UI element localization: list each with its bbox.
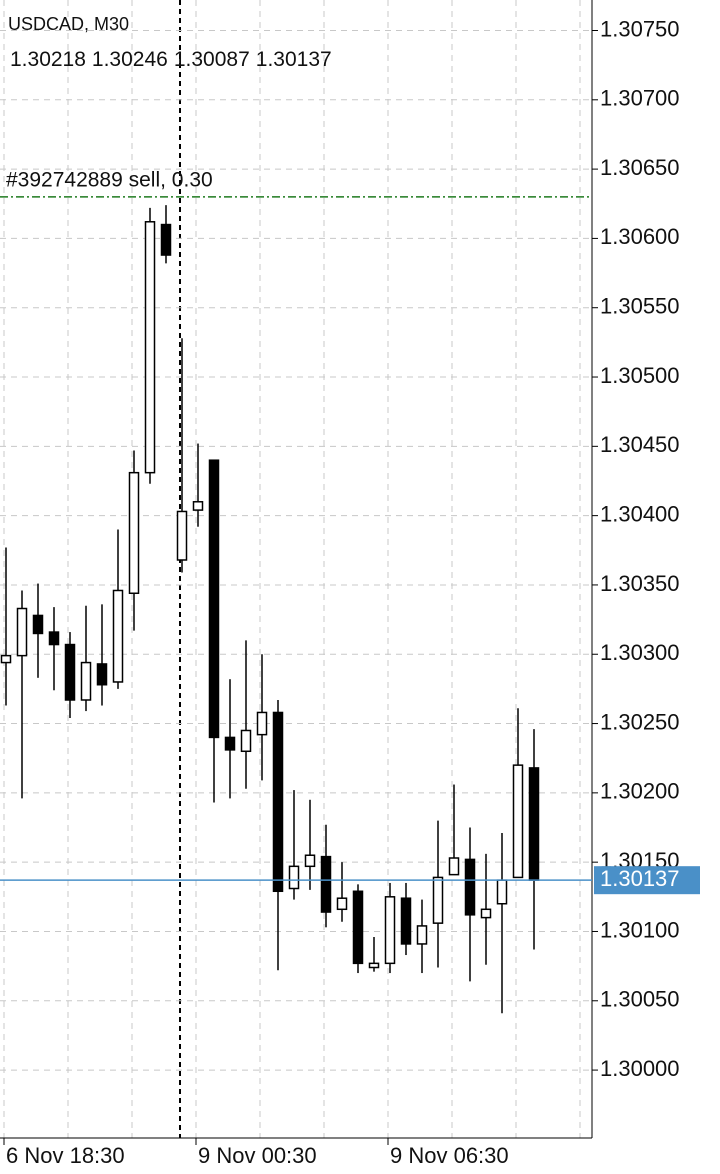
candle-body xyxy=(416,925,428,945)
price-label: 1.30137 xyxy=(600,866,680,891)
ohlc-readout: 1.30218 1.30246 1.30087 1.30137 xyxy=(10,48,332,71)
candle-body xyxy=(304,854,316,868)
candle-body xyxy=(448,857,460,876)
chart-title: USDCAD, M30 xyxy=(8,14,129,34)
x-tick-label: 9 Nov 00:30 xyxy=(198,1143,317,1168)
candle-body xyxy=(528,767,540,881)
y-tick-label: 1.30250 xyxy=(600,709,680,734)
candle-body xyxy=(96,663,108,686)
candle-body xyxy=(0,654,12,664)
y-tick-label: 1.30550 xyxy=(600,294,680,319)
y-tick-label: 1.30650 xyxy=(600,155,680,180)
y-tick-label: 1.30500 xyxy=(600,363,680,388)
candle-body xyxy=(32,614,44,635)
candle-body xyxy=(224,736,236,751)
candle-body xyxy=(80,661,92,701)
candle-body xyxy=(432,876,444,924)
candle-body xyxy=(160,223,172,256)
candle-body xyxy=(336,897,348,911)
candle-body xyxy=(480,908,492,919)
y-tick-label: 1.30100 xyxy=(600,917,680,942)
x-tick-label: 9 Nov 06:30 xyxy=(390,1143,509,1168)
candle-body xyxy=(256,711,268,736)
ohlc-value: 1.30137 xyxy=(256,48,332,71)
candle-body xyxy=(384,896,396,965)
y-tick-label: 1.30450 xyxy=(600,432,680,457)
y-tick-label: 1.30000 xyxy=(600,1056,680,1081)
y-tick-label: 1.30600 xyxy=(600,224,680,249)
y-tick-label: 1.30400 xyxy=(600,501,680,526)
candle-body xyxy=(400,897,412,945)
candle-body xyxy=(192,501,204,511)
y-tick-label: 1.30200 xyxy=(600,779,680,804)
candle-body xyxy=(288,865,300,890)
candle-body xyxy=(112,589,124,683)
ohlc-value: 1.30246 xyxy=(92,48,168,71)
candle-body xyxy=(208,459,220,739)
candle-body xyxy=(48,631,60,646)
candle-body xyxy=(64,643,76,701)
y-tick-label: 1.30350 xyxy=(600,571,680,596)
order-label: #392742889 sell, 0.30 xyxy=(6,168,213,191)
price-box xyxy=(594,866,700,895)
ohlc-value: 1.30218 xyxy=(10,48,86,71)
y-tick-label: 1.30300 xyxy=(600,640,680,665)
candle-body xyxy=(272,711,284,893)
candle-body xyxy=(352,890,364,965)
candle-body xyxy=(512,764,524,879)
y-tick-label: 1.30750 xyxy=(600,16,680,41)
candle-body xyxy=(240,729,252,753)
ohlc-value: 1.30087 xyxy=(174,48,250,71)
candle-body xyxy=(144,221,156,474)
candle-body xyxy=(496,879,508,905)
candle-body xyxy=(128,471,140,595)
candle-body xyxy=(16,607,28,657)
x-tick-label: 6 Nov 18:30 xyxy=(6,1143,125,1168)
candle-body xyxy=(368,962,380,969)
candle-body xyxy=(176,510,188,561)
y-tick-label: 1.30050 xyxy=(600,987,680,1012)
y-tick-label: 1.30700 xyxy=(600,86,680,111)
candle-body xyxy=(464,858,476,916)
candle-body xyxy=(320,855,332,913)
